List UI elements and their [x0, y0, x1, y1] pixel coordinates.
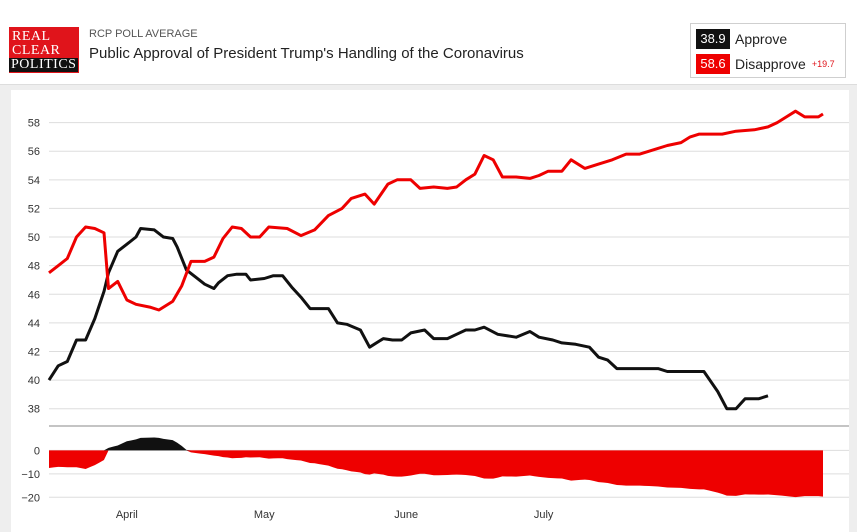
spread-y-tick-label-m20: −20 [21, 492, 40, 504]
y-tick-label-58: 58 [28, 118, 40, 130]
chart-svg: 38 40 42 44 46 48 50 52 54 56 58 0 −10 −20 April May Jun… [21, 109, 849, 521]
y-tick-label-48: 48 [28, 261, 40, 273]
disapprove-value-badge: 58.6 [696, 54, 730, 74]
disapprove-label: Disapprove [735, 56, 806, 72]
legend-disapprove[interactable]: 58.6 Disapprove +19.7 [696, 54, 835, 74]
y-tick-label-56: 56 [28, 146, 40, 158]
series-line-approve [47, 227, 769, 411]
chart-header: REAL CLEAR POLITICS RCP POLL AVERAGE Pub… [0, 0, 857, 85]
y-tick-label-42: 42 [28, 346, 40, 358]
x-tick-label-july: July [534, 509, 554, 521]
approve-value-badge: 38.9 [696, 29, 730, 49]
legend-approve[interactable]: 38.9 Approve [696, 29, 787, 49]
y-tick-label-54: 54 [28, 175, 40, 187]
y-tick-label-40: 40 [28, 375, 40, 387]
legend-box: 38.9 Approve 58.6 Disapprove +19.7 [690, 23, 846, 78]
y-tick-label-38: 38 [28, 404, 40, 416]
x-tick-label-june: June [394, 509, 418, 521]
spread-area-positive [49, 437, 823, 451]
chart-title: Public Approval of President Trump's Han… [89, 45, 524, 62]
approve-label: Approve [735, 31, 788, 47]
x-tick-label-april: April [116, 509, 138, 521]
x-tick-label-may: May [254, 509, 275, 521]
y-tick-label-52: 52 [28, 203, 40, 215]
chart-kicker: RCP POLL AVERAGE [89, 28, 198, 40]
y-tick-label-46: 46 [28, 289, 40, 301]
logo-line-real: REAL [12, 29, 51, 44]
chart-area: 38 40 42 44 46 48 50 52 54 56 58 0 −10 −20 April May Jun… [11, 90, 849, 532]
spread-y-tick-label-0: 0 [34, 445, 40, 457]
y-tick-label-44: 44 [28, 318, 40, 330]
logo-line-politics: POLITICS [9, 57, 79, 72]
series-line-disapprove [48, 109, 824, 312]
spread-value: +19.7 [811, 59, 835, 69]
rcp-logo[interactable]: REAL CLEAR POLITICS [9, 27, 79, 73]
spread-area-negative [49, 450, 823, 498]
logo-line-clear: CLEAR [12, 43, 61, 58]
y-tick-label-50: 50 [28, 232, 40, 244]
spread-y-tick-label-m10: −10 [21, 469, 40, 481]
